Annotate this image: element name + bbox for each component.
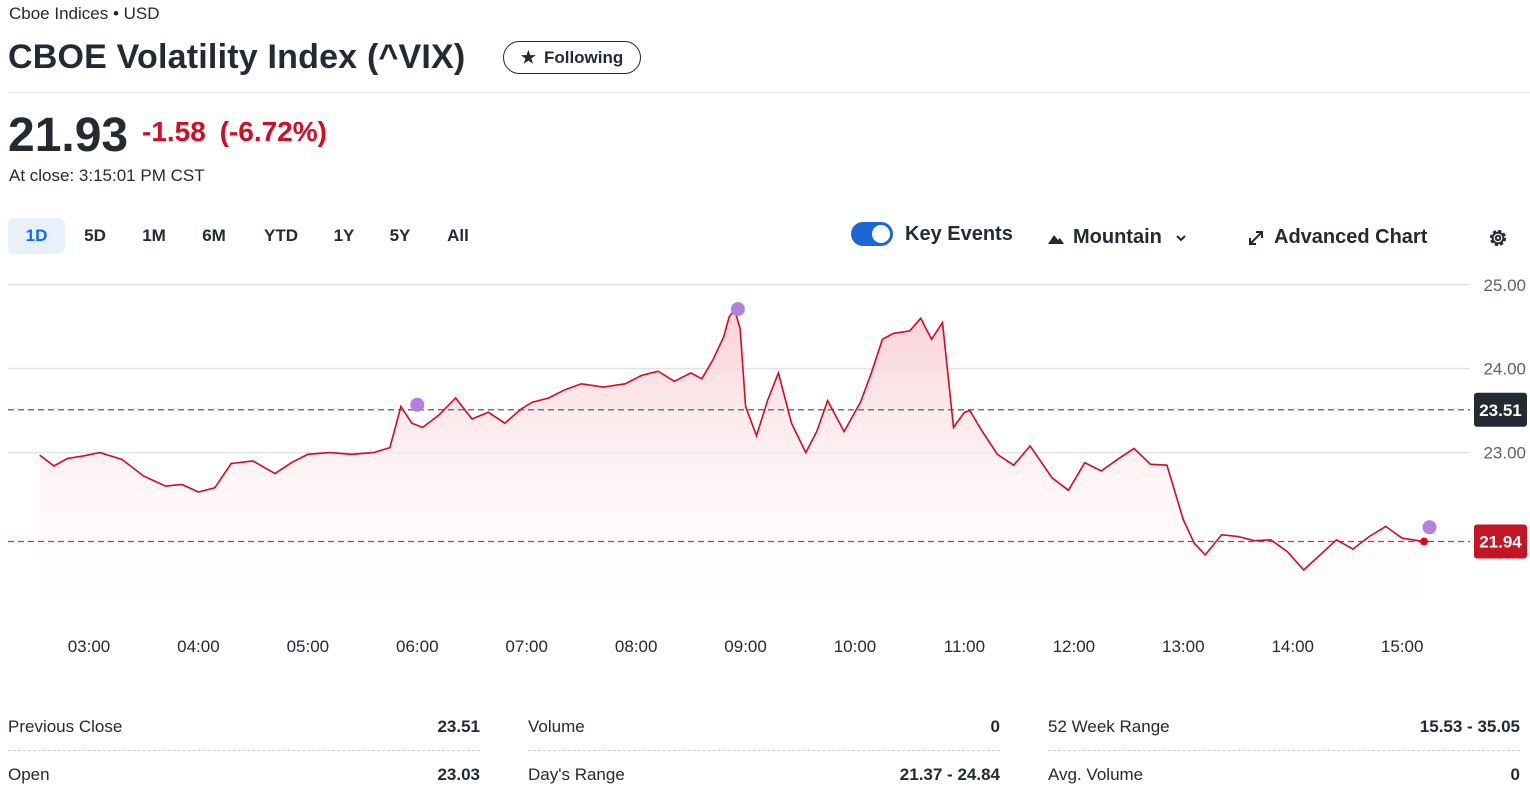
stat-label: Avg. Volume — [1048, 765, 1144, 784]
x-tick-label: 04:00 — [177, 637, 220, 656]
price-chart[interactable]: 25.00 24.00 23.00 03:00 04:00 05:00 06:00 07:0… — [0, 262, 1530, 672]
stat-row: Avg. Volume 0 — [1048, 751, 1520, 799]
stat-value: 21.37 - 24.84 — [899, 765, 1000, 784]
toggle-switch[interactable] — [851, 222, 893, 246]
stat-value: 23.51 — [437, 716, 480, 736]
following-label: Following — [543, 47, 624, 67]
stat-value: 0 — [1510, 765, 1520, 784]
price-area — [39, 310, 1425, 607]
stat-row: Open 23.03 — [8, 751, 480, 799]
stat-row: Day's Range 21.37 - 24.84 — [528, 751, 1000, 799]
price-change: -1.58 (-6.72%) — [142, 116, 327, 148]
key-event-marker[interactable] — [730, 302, 745, 317]
price-change-percent: (-6.72%) — [219, 116, 327, 147]
mountain-icon — [1048, 234, 1064, 244]
exchange-label: Cboe Indices • USD — [9, 4, 160, 23]
stat-row: Previous Close 23.51 — [8, 703, 480, 751]
gear-icon[interactable] — [1486, 226, 1510, 250]
y-tick-label: 24.00 — [1483, 360, 1526, 379]
advanced-chart-label: Advanced Chart — [1274, 226, 1428, 248]
divider — [8, 92, 1530, 93]
expand-icon — [1249, 230, 1263, 245]
x-tick-label: 12:00 — [1053, 637, 1096, 656]
advanced-chart-button[interactable]: Advanced Chart — [1246, 226, 1427, 249]
range-5y-button[interactable]: 5Y — [389, 226, 411, 245]
x-tick-label: 05:00 — [287, 637, 330, 656]
range-1d-button[interactable]: 1D — [8, 218, 65, 254]
x-tick-label: 13:00 — [1162, 637, 1205, 656]
last-price-dot — [1420, 537, 1429, 546]
x-tick-label: 11:00 — [944, 637, 985, 656]
stat-label: Previous Close — [8, 716, 123, 736]
range-selector: 1D 5D 1M 6M YTD 1Y 5Y All — [8, 218, 487, 254]
stat-row: Volume 0 — [528, 703, 1000, 751]
range-6m-button[interactable]: 6M — [202, 226, 226, 245]
x-tick-label: 08:00 — [615, 637, 658, 656]
stat-row: 52 Week Range 15.53 - 35.05 — [1048, 703, 1520, 751]
price-line — [39, 308, 1425, 572]
y-tick-label: 25.00 — [1483, 276, 1526, 295]
page-title: CBOE Volatility Index (^VIX) — [8, 38, 466, 76]
close-time: At close: 3:15:01 PM CST — [9, 166, 205, 185]
price-change-value: -1.58 — [142, 116, 206, 147]
previous-close-label: 23.51 — [1479, 401, 1522, 420]
current-price: 21.93 — [8, 109, 129, 162]
x-tick-label: 03:00 — [68, 637, 111, 656]
stat-label: Volume — [528, 716, 585, 736]
stat-label: 52 Week Range — [1048, 716, 1170, 736]
x-tick-label: 10:00 — [834, 637, 877, 656]
stats-column-3: 52 Week Range 15.53 - 35.05 Avg. Volume … — [1048, 703, 1520, 799]
key-event-marker[interactable] — [410, 397, 425, 412]
stat-value: 23.03 — [437, 765, 480, 784]
stats-column-1: Previous Close 23.51 Open 23.03 — [8, 703, 480, 799]
last-price-label: 21.94 — [1479, 533, 1522, 552]
y-tick-label: 23.00 — [1483, 444, 1526, 463]
range-1m-button[interactable]: 1M — [142, 226, 166, 245]
range-all-button[interactable]: All — [447, 226, 469, 245]
chart-type-label: Mountain — [1073, 226, 1162, 248]
last-price-badge — [1474, 524, 1527, 559]
key-events-toggle[interactable]: Key Events — [851, 222, 1013, 246]
stat-value: 0 — [990, 716, 1000, 736]
stat-label: Open — [8, 765, 50, 784]
stat-value: 15.53 - 35.05 — [1419, 716, 1520, 736]
star-icon: ★ — [520, 47, 536, 67]
range-ytd-button[interactable]: YTD — [264, 226, 298, 245]
key-events-label: Key Events — [905, 222, 1013, 245]
range-5d-button[interactable]: 5D — [84, 226, 106, 245]
x-tick-label: 09:00 — [724, 637, 767, 656]
x-tick-label: 06:00 — [396, 637, 439, 656]
chart-type-dropdown[interactable]: Mountain — [1047, 226, 1188, 249]
x-tick-label: 07:00 — [505, 637, 548, 656]
stats-column-2: Volume 0 Day's Range 21.37 - 24.84 — [528, 703, 1000, 799]
previous-close-badge — [1474, 392, 1527, 427]
stat-label: Day's Range — [528, 765, 625, 784]
range-1y-button[interactable]: 1Y — [333, 226, 355, 245]
chevron-down-icon — [1176, 234, 1186, 241]
x-tick-label: 14:00 — [1271, 637, 1314, 656]
key-event-marker[interactable] — [1422, 520, 1437, 535]
x-tick-label: 15:00 — [1381, 637, 1424, 656]
following-button[interactable]: ★ Following — [503, 41, 641, 74]
